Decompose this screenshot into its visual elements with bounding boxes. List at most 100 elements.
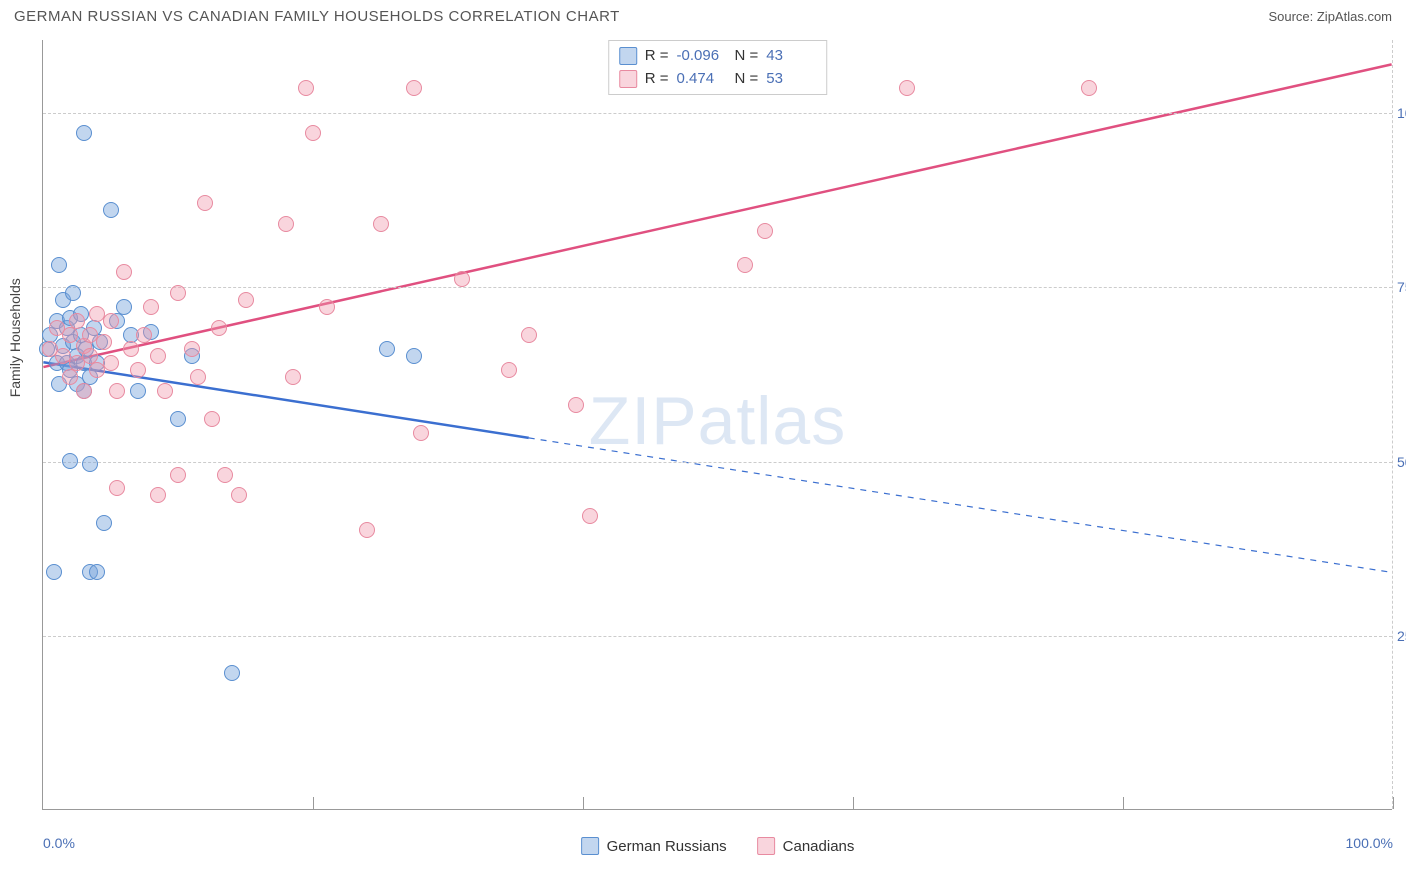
scatter-point xyxy=(568,397,584,413)
scatter-point xyxy=(190,369,206,385)
scatter-point xyxy=(204,411,220,427)
stat-n-label: N = xyxy=(735,68,759,91)
scatter-point xyxy=(359,522,375,538)
scatter-point xyxy=(109,480,125,496)
scatter-point xyxy=(65,285,81,301)
stat-n-value: 43 xyxy=(766,45,816,68)
legend-label: German Russians xyxy=(607,838,727,855)
gridline-h xyxy=(43,113,1392,114)
scatter-point xyxy=(170,285,186,301)
legend-swatch xyxy=(581,837,599,855)
scatter-point xyxy=(170,467,186,483)
scatter-point xyxy=(103,313,119,329)
x-tick xyxy=(583,797,584,809)
series-swatch xyxy=(619,70,637,88)
scatter-point xyxy=(116,299,132,315)
x-tick xyxy=(313,797,314,809)
scatter-point xyxy=(123,341,139,357)
scatter-point xyxy=(757,223,773,239)
x-tick xyxy=(1123,797,1124,809)
gridline-h xyxy=(43,636,1392,637)
y-tick-label: 100.0% xyxy=(1397,105,1406,121)
scatter-point xyxy=(1081,80,1097,96)
stat-r-label: R = xyxy=(645,45,669,68)
scatter-point xyxy=(136,327,152,343)
stat-n-label: N = xyxy=(735,45,759,68)
scatter-point xyxy=(69,313,85,329)
scatter-point xyxy=(157,383,173,399)
stat-r-value: -0.096 xyxy=(677,45,727,68)
scatter-point xyxy=(413,425,429,441)
scatter-point xyxy=(899,80,915,96)
scatter-point xyxy=(298,80,314,96)
scatter-point xyxy=(231,487,247,503)
stat-n-value: 53 xyxy=(766,68,816,91)
scatter-point xyxy=(51,257,67,273)
x-tick xyxy=(1393,797,1394,809)
scatter-point xyxy=(96,515,112,531)
stats-legend-box: R = -0.096 N = 43 R = 0.474 N = 53 xyxy=(608,40,828,95)
scatter-point xyxy=(582,508,598,524)
scatter-point xyxy=(130,362,146,378)
bottom-legend: German Russians Canadians xyxy=(581,837,855,855)
scatter-point xyxy=(238,292,254,308)
x-tick xyxy=(853,797,854,809)
stats-row: R = 0.474 N = 53 xyxy=(619,68,817,91)
scatter-point xyxy=(89,564,105,580)
scatter-point xyxy=(46,564,62,580)
x-tick-label: 100.0% xyxy=(1346,835,1393,851)
legend-label: Canadians xyxy=(783,838,855,855)
scatter-point xyxy=(211,320,227,336)
scatter-point xyxy=(406,348,422,364)
scatter-point xyxy=(143,299,159,315)
gridline-h xyxy=(43,287,1392,288)
scatter-point xyxy=(278,216,294,232)
scatter-point xyxy=(197,195,213,211)
y-axis-title: Family Households xyxy=(7,278,23,397)
scatter-point xyxy=(130,383,146,399)
stat-r-value: 0.474 xyxy=(677,68,727,91)
scatter-point xyxy=(150,487,166,503)
scatter-point xyxy=(76,125,92,141)
scatter-point xyxy=(373,216,389,232)
scatter-point xyxy=(184,341,200,357)
scatter-point xyxy=(103,202,119,218)
scatter-point xyxy=(76,383,92,399)
regression-line-solid xyxy=(43,64,1391,367)
scatter-point xyxy=(521,327,537,343)
scatter-point xyxy=(62,453,78,469)
series-swatch xyxy=(619,47,637,65)
scatter-point xyxy=(737,257,753,273)
scatter-point xyxy=(379,341,395,357)
stats-row: R = -0.096 N = 43 xyxy=(619,45,817,68)
gridline-h xyxy=(43,462,1392,463)
legend-swatch xyxy=(757,837,775,855)
regression-line-dashed xyxy=(529,438,1392,573)
legend-item: Canadians xyxy=(757,837,855,855)
scatter-point xyxy=(224,665,240,681)
gridline-v xyxy=(1392,40,1393,809)
stat-r-label: R = xyxy=(645,68,669,91)
scatter-point xyxy=(116,264,132,280)
scatter-point xyxy=(170,411,186,427)
scatter-point xyxy=(285,369,301,385)
scatter-chart: Family Households ZIPatlas R =-0.096N =4… xyxy=(42,40,1392,810)
chart-title: GERMAN RUSSIAN VS CANADIAN FAMILY HOUSEH… xyxy=(14,8,620,25)
scatter-point xyxy=(109,383,125,399)
scatter-point xyxy=(62,369,78,385)
scatter-point xyxy=(217,467,233,483)
scatter-point xyxy=(96,334,112,350)
scatter-point xyxy=(501,362,517,378)
scatter-point xyxy=(305,125,321,141)
scatter-point xyxy=(82,456,98,472)
x-tick-label: 0.0% xyxy=(43,835,75,851)
scatter-point xyxy=(319,299,335,315)
legend-item: German Russians xyxy=(581,837,727,855)
y-tick-label: 25.0% xyxy=(1397,628,1406,644)
regression-lines-layer xyxy=(43,40,1392,809)
scatter-point xyxy=(454,271,470,287)
y-tick-label: 75.0% xyxy=(1397,279,1406,295)
scatter-point xyxy=(103,355,119,371)
scatter-point xyxy=(406,80,422,96)
y-tick-label: 50.0% xyxy=(1397,454,1406,470)
